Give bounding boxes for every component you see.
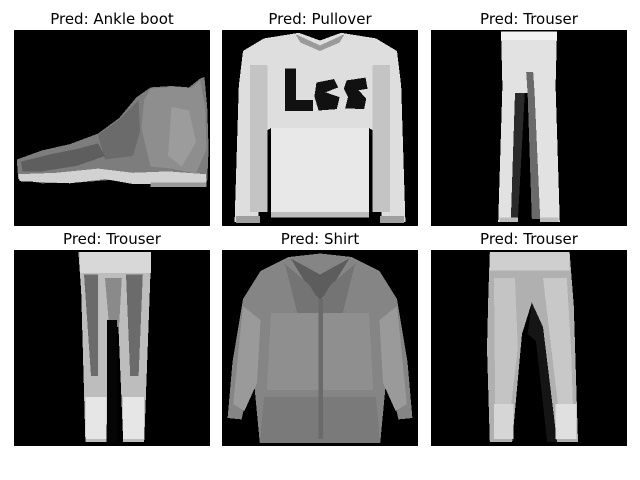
panel-title: Pred: Ankle boot: [50, 10, 174, 28]
panel-title: Pred: Trouser: [480, 230, 578, 248]
panel-title: Pred: Trouser: [63, 230, 161, 248]
pullover-image: [222, 30, 418, 226]
panel-title: Pred: Pullover: [268, 10, 372, 28]
panel-title: Pred: Shirt: [280, 230, 360, 248]
trouser-image: [431, 30, 627, 226]
trouser-image: [14, 250, 210, 446]
shirt-image: [222, 250, 418, 446]
trouser-image: [431, 250, 627, 446]
ankle-boot-image: [14, 30, 210, 226]
panel-title: Pred: Trouser: [480, 10, 578, 28]
